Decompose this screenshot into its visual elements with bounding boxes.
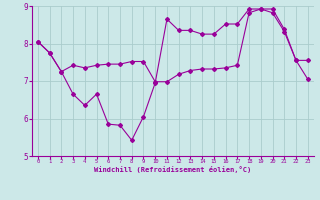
X-axis label: Windchill (Refroidissement éolien,°C): Windchill (Refroidissement éolien,°C) — [94, 166, 252, 173]
